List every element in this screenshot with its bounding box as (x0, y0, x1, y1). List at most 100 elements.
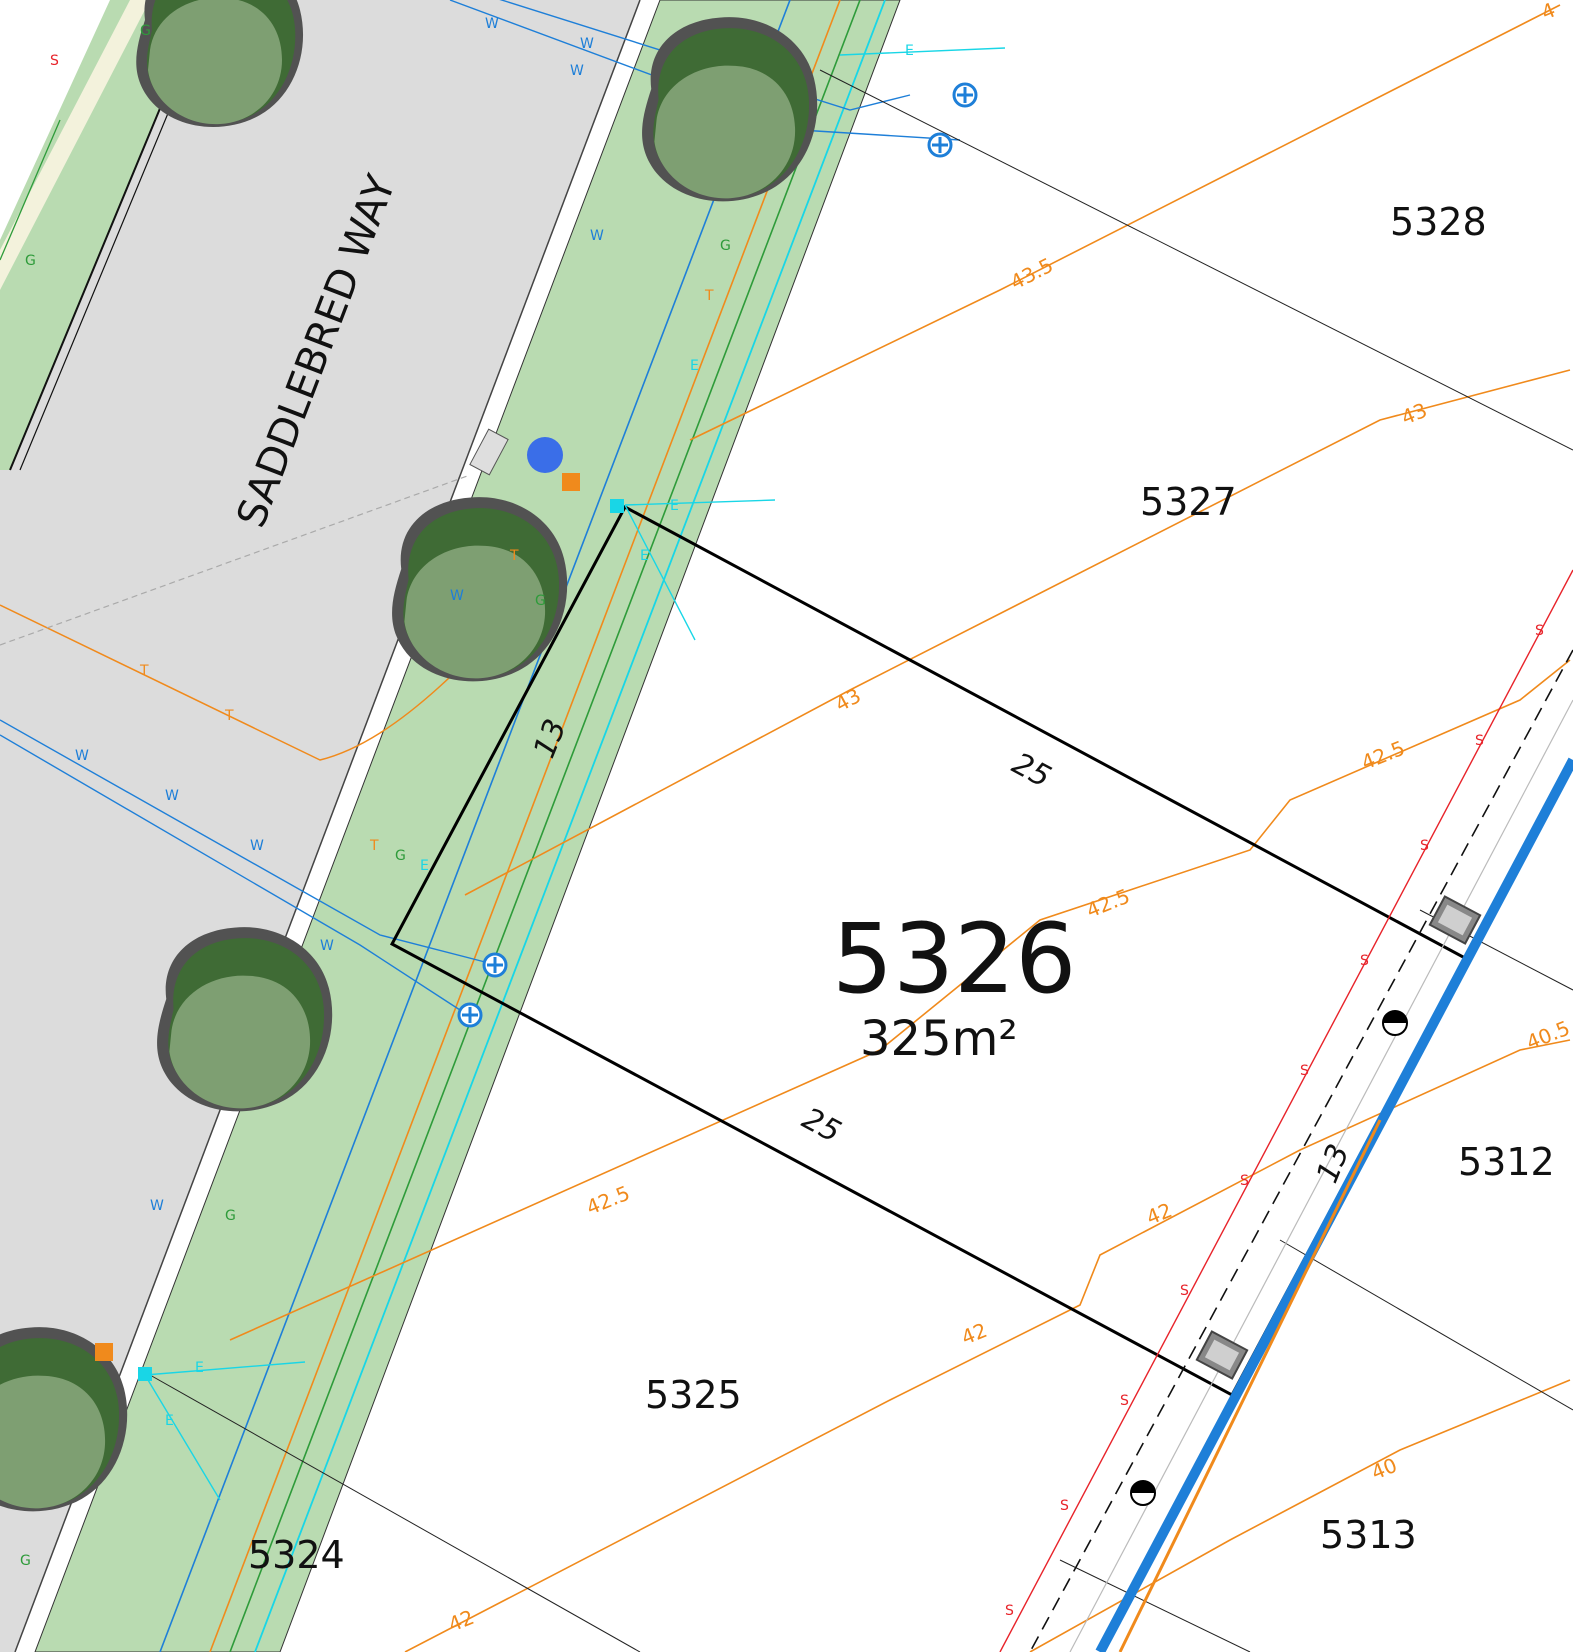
footpath-left (0, 0, 150, 290)
water-crossing-mid (0, 719, 486, 1011)
contour-label: 43 (1398, 398, 1431, 430)
sewer-code: S (1420, 838, 1429, 854)
contour-43-upper (464, 369, 1571, 896)
street-tree (392, 497, 568, 682)
lot-connection-north (469, 428, 776, 641)
electric-code: E (640, 548, 649, 564)
contour-label: 42 (958, 1318, 991, 1350)
manhole (1130, 1480, 1156, 1506)
lot-number-5312: 5312 (1458, 1140, 1555, 1184)
electric-code: E (165, 1413, 174, 1429)
water-meter-icon (952, 82, 978, 108)
service-lines-verge (0, 0, 886, 1652)
water-code: W (150, 1198, 164, 1214)
sewer-junction-pit (1428, 895, 1482, 945)
sewer-code: S (50, 53, 59, 69)
electric-pit (610, 499, 624, 513)
telecom-code: T (509, 548, 519, 564)
gas-code: G (395, 848, 406, 864)
sewer-code: S (1120, 1393, 1129, 1409)
telecom-pit (95, 1343, 113, 1361)
lot-connection-south (95, 1343, 306, 1501)
water-meter-icon (482, 952, 508, 978)
water-meter-icon (457, 1002, 483, 1028)
electric-line (254, 0, 886, 1652)
subject-lot-number: 5326 (832, 903, 1076, 1015)
telecom-code: T (704, 288, 714, 304)
water-valve (527, 437, 563, 473)
telecom-code: T (139, 663, 149, 679)
contour-label: 42.5 (1083, 884, 1133, 923)
dimension-north-side: 25 (1006, 746, 1056, 795)
electric-code: E (420, 858, 429, 874)
water-meter-icon (927, 132, 953, 158)
sewer-code: S (1180, 1283, 1189, 1299)
lot-number-5313: 5313 (1320, 1513, 1417, 1557)
telecom-code: T (224, 708, 234, 724)
water-code: W (450, 588, 464, 604)
electric-code: E (670, 498, 679, 514)
contour-label: 42 (445, 1605, 478, 1637)
sewer-code: S (1300, 1063, 1309, 1079)
contour-label: 42.5 (583, 1181, 633, 1220)
water-main (159, 0, 791, 1652)
verge-left (0, 0, 205, 470)
lot-number-5325: 5325 (645, 1373, 742, 1417)
gas-code: G (720, 238, 731, 254)
contour-40 (1029, 1379, 1571, 1652)
gas-code: G (225, 1208, 236, 1224)
gas-line (229, 0, 861, 1652)
water-code: W (590, 228, 604, 244)
water-code: W (580, 36, 594, 52)
rear-orange (1118, 1119, 1382, 1652)
telecom-code: T (369, 838, 379, 854)
contour-label: 40.5 (1523, 1016, 1573, 1055)
water-code: W (485, 16, 499, 32)
water-code: W (570, 63, 584, 79)
sewer-junction-pit (1195, 1330, 1249, 1380)
gas-code: G (535, 593, 546, 609)
rear-services (999, 569, 1573, 1652)
service-code-labels: S W W W W W W W W W W G G G G G G G T T … (20, 16, 1544, 1619)
contour-label: 43 (831, 683, 865, 716)
water-code: W (75, 748, 89, 764)
contour-425 (229, 659, 1571, 1341)
gas-code: G (20, 1553, 31, 1569)
water-code: W (320, 938, 334, 954)
contour-label: 42 (1143, 1198, 1176, 1230)
meter-box (469, 428, 509, 476)
sewer-code: S (1360, 953, 1369, 969)
telecom-line (209, 0, 841, 1652)
manhole (1382, 1010, 1408, 1036)
gas-code: G (140, 23, 151, 39)
sewer-easement-dash (1029, 649, 1573, 1652)
contour-42 (404, 1039, 1571, 1652)
electric-code: E (195, 1360, 204, 1376)
electric-code: E (905, 43, 914, 59)
water-code: W (250, 838, 264, 854)
sewer-code: S (1475, 733, 1484, 749)
sewer-code: S (1005, 1603, 1014, 1619)
electric-code: E (690, 358, 699, 374)
contour-label: 40 (1368, 1453, 1401, 1485)
lot-number-5328: 5328 (1390, 200, 1487, 244)
telecom-pit (562, 473, 580, 491)
electric-feed-top (839, 47, 1006, 56)
subject-lot-area: 325m² (860, 1011, 1018, 1067)
street-tree (157, 927, 333, 1112)
water-left (0, 119, 61, 261)
sewer-main (999, 569, 1573, 1652)
dimension-south-side: 25 (796, 1101, 846, 1150)
sewer-code: S (1060, 1498, 1069, 1514)
footpath-right (15, 0, 660, 1652)
lot-number-5327: 5327 (1140, 480, 1237, 524)
gas-code: G (25, 253, 36, 269)
lot-number-5324: 5324 (248, 1533, 345, 1577)
contour-435 (689, 4, 1561, 441)
street-tree (642, 17, 818, 202)
contour-label: 43.5 (1006, 253, 1057, 295)
electric-pit (138, 1367, 152, 1381)
water-code: W (165, 788, 179, 804)
sewer-code: S (1535, 623, 1544, 639)
